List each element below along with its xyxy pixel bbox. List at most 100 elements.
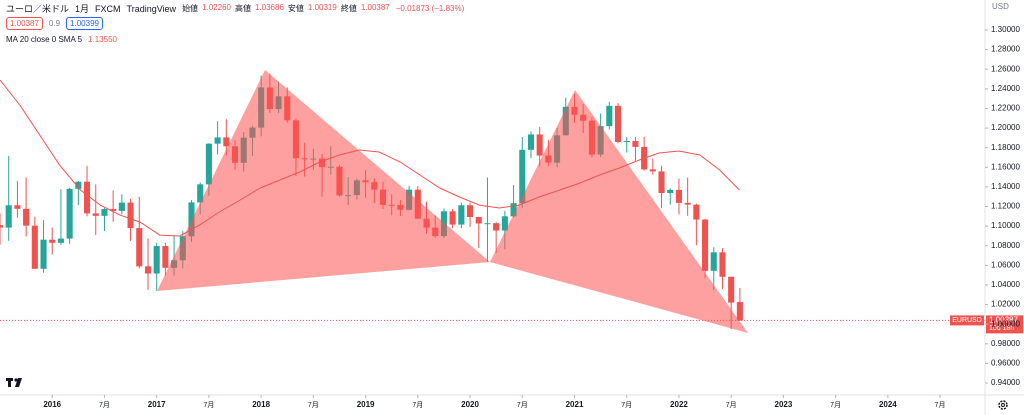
candle-body	[57, 238, 64, 243]
candle-body	[667, 189, 674, 193]
candle-body	[484, 223, 491, 225]
currency-label: USD	[992, 2, 1009, 11]
candle-body	[623, 141, 630, 143]
x-tick-label: 2019	[357, 400, 375, 409]
candle-body	[188, 202, 195, 237]
candle-body	[501, 216, 508, 231]
x-tick-label: 7月	[726, 401, 737, 409]
candle-body	[101, 208, 108, 216]
candle-body	[144, 266, 152, 274]
candle-body	[14, 205, 21, 209]
y-tick-label: 0.94000	[991, 378, 1020, 387]
ohlc-label: 始値	[182, 4, 199, 13]
candle-body	[466, 205, 474, 218]
candle-body	[728, 276, 735, 303]
candle-body	[632, 141, 639, 147]
candle-body	[136, 228, 143, 267]
y-tick-label: 1.16000	[991, 162, 1020, 171]
y-tick-label: 1.28000	[991, 45, 1020, 54]
candle-body	[719, 252, 726, 277]
candle-body	[684, 202, 691, 205]
candle-body	[606, 105, 613, 127]
x-tick-label: 7月	[830, 401, 841, 409]
candle-body	[536, 134, 543, 156]
candle-body	[710, 252, 717, 271]
y-tick-label: 1.10000	[991, 221, 1020, 230]
moving-average	[0, 79, 740, 237]
x-tick-label: 2023	[775, 400, 793, 409]
ohlc-label: 高値	[234, 4, 251, 13]
price-tag-countdown: 10d 18h	[989, 325, 1014, 332]
settings-gear[interactable]	[998, 400, 1008, 410]
candle-body	[5, 205, 12, 228]
ohlc-value: 1.03686	[254, 3, 284, 12]
x-tick-label: 7月	[935, 401, 946, 409]
candle-body	[127, 202, 134, 229]
change: −0.01873 (−1.83%)	[395, 4, 465, 13]
x-tick-label: 7月	[203, 401, 214, 409]
y-tick-label: 1.06000	[991, 260, 1020, 269]
y-tick-label: 1.24000	[991, 84, 1020, 93]
legend-row: ユーロ／米ドル 1月 FXCM TradingView 始値 1.02260 高値 1…	[6, 2, 464, 15]
y-tick-label: 1.12000	[991, 202, 1020, 211]
y-tick-label: 1.08000	[991, 241, 1020, 250]
candle-body	[40, 239, 47, 269]
y-tick-label: 1.22000	[991, 104, 1020, 113]
ohlc-label: 終値	[340, 4, 357, 13]
y-tick-label: 1.26000	[991, 64, 1020, 73]
candle-body	[493, 223, 500, 231]
candle-body	[153, 246, 160, 274]
x-tick-label: 7月	[412, 401, 423, 409]
candle-body	[49, 239, 56, 243]
indicator-value: 1.13550	[88, 35, 117, 44]
candle-body	[702, 219, 709, 271]
candle-body	[510, 203, 517, 217]
price-tag	[986, 315, 1023, 334]
candle-body	[0, 225, 4, 228]
candle-body	[110, 208, 117, 211]
interval[interactable]: 1月	[75, 4, 90, 14]
candle-body	[23, 208, 30, 226]
candle-body	[527, 134, 535, 150]
indicator-name[interactable]: MA 20 close 0 SMA 5	[6, 35, 83, 44]
y-tick-label: 1.30000	[991, 25, 1020, 34]
symbol-tag-text: EURUSD	[952, 317, 982, 324]
candle-body	[66, 188, 73, 239]
candle-body	[223, 137, 230, 147]
spread: 0.9	[48, 19, 61, 28]
triangle-drawing[interactable]	[490, 90, 748, 333]
x-tick-label: 2018	[252, 400, 270, 409]
candle-body	[197, 184, 204, 203]
candle-body	[92, 213, 99, 216]
candle-body	[83, 181, 91, 214]
candle-body	[649, 169, 656, 172]
tradingview-logo[interactable]	[6, 378, 22, 387]
candle-body	[658, 171, 665, 193]
price-tag-value: 1.00387	[989, 316, 1018, 325]
source: TradingView	[126, 3, 177, 14]
symbol[interactable]: ユーロ／米ドル	[6, 4, 70, 14]
candle-body	[475, 217, 482, 224]
candle-body	[449, 211, 456, 225]
trade-row: 1.00387 0.9 1.00399	[6, 17, 103, 30]
y-tick-label: 0.96000	[991, 359, 1020, 368]
y-tick-label: 1.18000	[991, 143, 1020, 152]
x-tick-label: 7月	[621, 401, 632, 409]
ohlc: 始値 1.02260 高値 1.03686 安値 1.00319 終値 1.00387	[182, 3, 390, 14]
buy-button[interactable]: 1.00399	[66, 17, 103, 30]
x-tick-label: 2022	[670, 400, 688, 409]
x-tick-label: 2020	[461, 400, 479, 409]
candle-body	[214, 137, 221, 144]
candle-body	[162, 246, 169, 268]
sell-button[interactable]: 1.00387	[6, 17, 43, 30]
y-tick-label: 1.04000	[991, 280, 1020, 289]
candle-body	[614, 105, 622, 142]
ohlc-value: 1.00319	[307, 3, 337, 12]
indicator-row: MA 20 close 0 SMA 5 1.13550	[6, 35, 117, 44]
triangle-drawing[interactable]	[157, 70, 490, 291]
y-tick-label: 0.98000	[991, 339, 1020, 348]
ohlc-label: 安値	[287, 4, 304, 13]
